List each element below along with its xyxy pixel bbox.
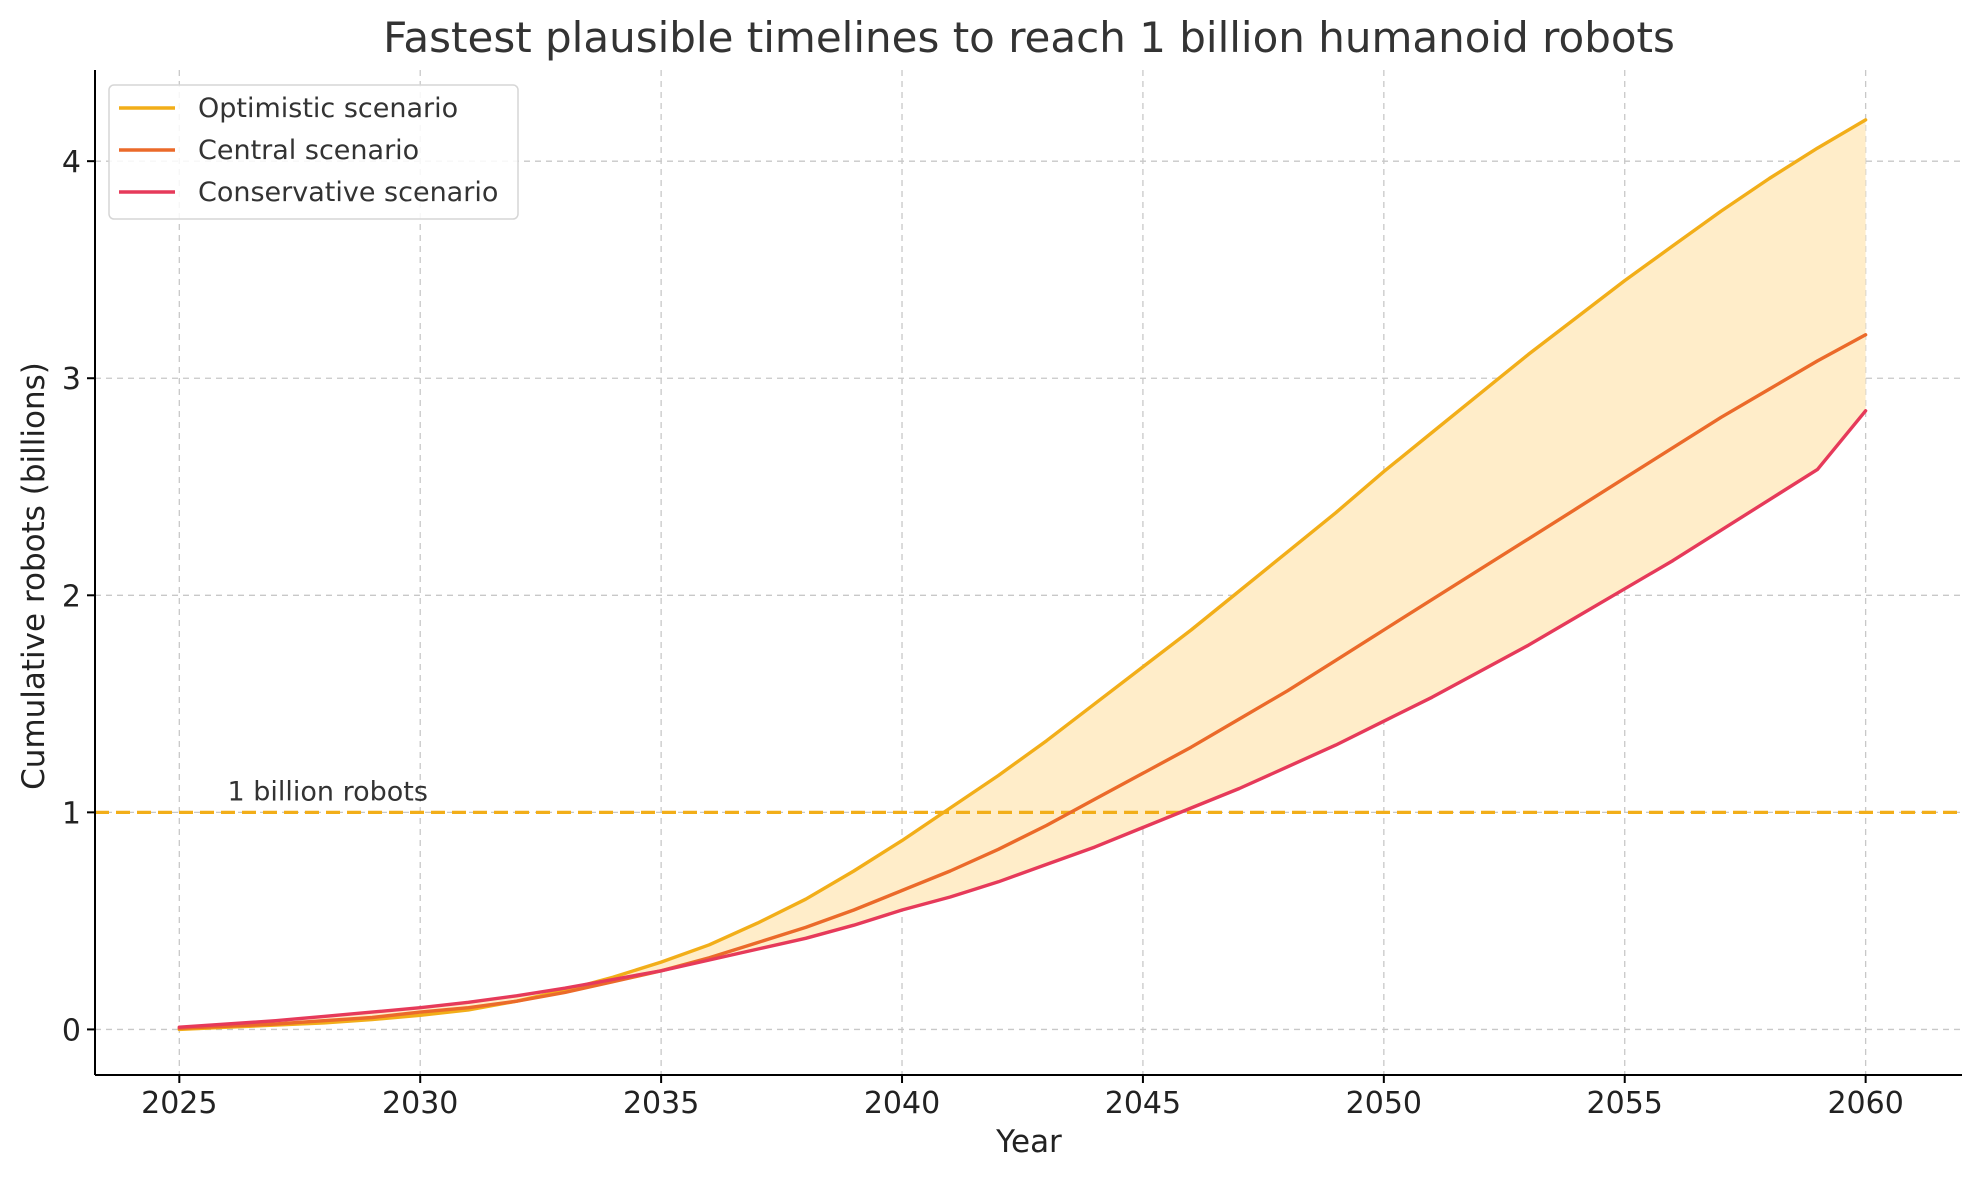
series-line-optimistic [177, 118, 1868, 1032]
legend-box [108, 84, 519, 220]
legend-item-label: Optimistic scenario [198, 93, 458, 124]
x-tick-label: 2035 [623, 1086, 699, 1121]
reference-line-label: 1 billion robots [227, 776, 427, 807]
y-tick-label: 2 [62, 579, 81, 614]
x-axis-label: Year [995, 1124, 1062, 1160]
x-tick-label: 2060 [1827, 1086, 1903, 1121]
y-axis-label: Cumulative robots (billions) [16, 362, 52, 790]
chart-title: Fastest plausible timelines to reach 1 b… [383, 13, 1675, 62]
scenario-range-band [179, 119, 1866, 1030]
y-tick-label: 1 [62, 796, 81, 831]
y-tick-label: 0 [62, 1013, 81, 1048]
x-tick-label: 2040 [864, 1086, 940, 1121]
y-tick-label: 3 [62, 362, 81, 397]
x-tick-label: 2025 [141, 1086, 217, 1121]
y-tick-label: 4 [62, 145, 81, 180]
legend: Optimistic scenario Central scenario Conse… [108, 84, 519, 220]
legend-item-label: Central scenario [198, 135, 419, 166]
x-tick-label: 2055 [1587, 1086, 1663, 1121]
x-tick-label: 2045 [1105, 1086, 1181, 1121]
x-tick-label: 2050 [1346, 1086, 1422, 1121]
series-line-conservative [177, 409, 1868, 1029]
x-tick-label: 2030 [382, 1086, 458, 1121]
series-lines [177, 118, 1868, 1032]
tick-labels: 2025 2030 2035 2040 2045 2050 2055 2060 0 1 2 3 4 [62, 145, 1904, 1121]
series-line-central [177, 333, 1868, 1031]
axes [87, 70, 1962, 1083]
legend-item-label: Conservative scenario [198, 177, 498, 208]
